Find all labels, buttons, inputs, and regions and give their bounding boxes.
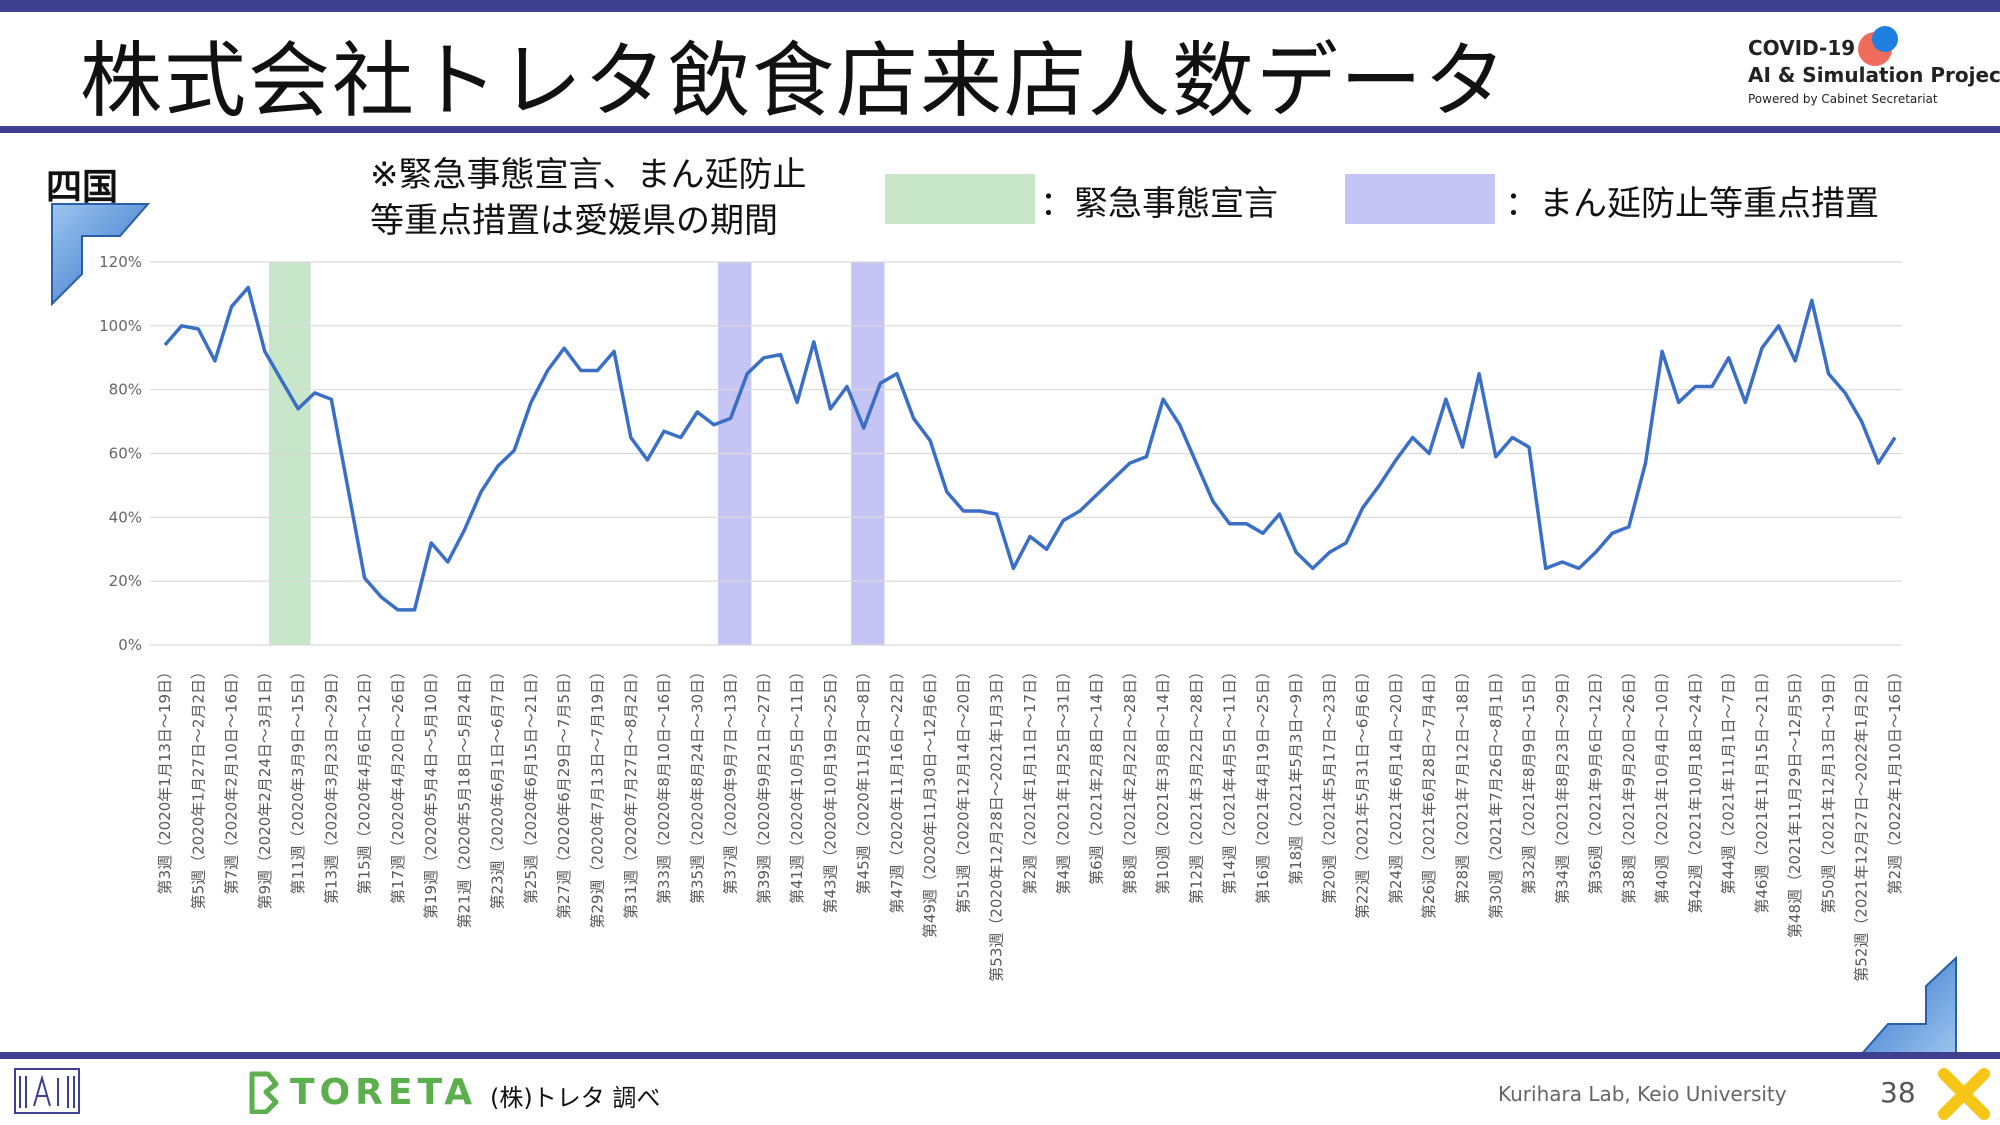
legend-semi-emergency-swatch [1345,174,1495,224]
x-tick-label: 第29週（2020年7月13日～7月19日） [589,664,607,929]
covid-project-logo: COVID-19 AI & Simulation Project Powered… [1740,26,2000,118]
y-tick-label: 0% [118,636,142,654]
toreta-logo-icon [249,1071,279,1114]
x-tick-label: 第10週（2021年3月8日～14日） [1154,664,1172,894]
period-note: ※緊急事態宣言、まん延防止 等重点措置は愛媛県の期間 [370,152,807,244]
logo-line-3: Powered by Cabinet Secretariat [1748,92,1938,106]
lab-ai-logo [14,1068,80,1114]
x-tick-label: 第37週（2020年9月7日～13日） [722,664,740,894]
x-tick-label: 第32週（2021年8月9日～15日） [1520,664,1538,894]
x-tick-label: 第16週（2021年4月19日～25日） [1254,664,1272,904]
logo-line-2: AI & Simulation Project [1748,63,2000,87]
toreta-brand: TORETA [290,1072,478,1113]
x-tick-label: 第24週（2021年6月14日～20日） [1387,664,1405,904]
x-tick-label: 第20週（2021年5月17日～23日） [1320,664,1338,904]
x-tick-label: 第3週（2020年1月13日～19日） [156,664,174,894]
y-tick-label: 100% [99,317,142,335]
x-tick-label: 第31週（2020年7月27日～8月2日） [622,664,640,919]
x-tick-label: 第36週（2021年9月6日～12日） [1587,664,1605,894]
logo-line-1: COVID-19 [1748,36,1856,60]
x-tick-label: 第2週（2022年1月10日～16日） [1886,664,1904,894]
x-tick-label: 第49週（2020年11月30日～12月6日） [921,664,939,938]
x-tick-label: 第48週（2021年11月29日～12月5日） [1786,664,1804,938]
lab-credit: Kurihara Lab, Keio University [1498,1082,1787,1106]
y-tick-label: 40% [109,508,142,526]
legend-semi-emergency-label: ：まん延防止等重点措置 [1505,184,1879,224]
x-tick-label: 第42週（2021年10月18日～24日） [1686,664,1704,914]
x-tick-label: 第38週（2021年9月20日～26日） [1620,664,1638,904]
x-tick-label: 第4週（2021年1月25日～31日） [1054,664,1072,894]
x-tick-label: 第11週（2020年3月9日～15日） [289,664,307,894]
x-tick-label: 第30週（2021年7月26日～8月1日） [1487,664,1505,919]
x-tick-label: 第35週（2020年8月24日～30日） [688,664,706,904]
y-tick-label: 20% [109,572,142,590]
x-tick-label: 第33週（2020年8月10日～16日） [655,664,673,904]
x-tick-label: 第19週（2020年5月4日～5月10日） [422,664,440,919]
x-tick-label: 第14週（2021年4月5日～11日） [1221,664,1239,894]
x-tick-label: 第21週（2020年5月18日～5月24日） [455,664,473,929]
series-line [163,285,1897,612]
x-tick-label: 第18週（2021年5月3日～9日） [1287,664,1305,885]
x-tick-label: 第7週（2020年2月10日～16日） [223,664,241,894]
x-tick-label: 第28週（2021年7月12日～18日） [1454,664,1472,904]
title-divider [0,126,2000,133]
x-tick-label: 第34週（2021年8月23日～29日） [1553,664,1571,904]
x-tick-label: 第2週（2021年1月11日～17日） [1021,664,1039,894]
corner-bracket-top-left [51,203,151,307]
region-label: 四国 [46,167,119,208]
x-tick-label: 第8週（2021年2月22日～28日） [1121,664,1139,894]
x-tick-label: 第13週（2020年3月23日～29日） [322,664,340,904]
logo-blue-dot [1872,26,1898,52]
x-tick-label: 第47週（2020年11月16日～22日） [888,664,906,914]
x-tick-label: 第51週（2020年12月14日～20日） [954,664,972,914]
x-tick-label: 第53週（2020年12月28日～2021年1月3日） [988,664,1006,982]
x-tick-label: 第40週（2021年10月4日～10日） [1653,664,1671,904]
x-tick-label: 第15週（2020年4月6日～12日） [356,664,374,894]
x-tick-label: 第45週（2020年11月2日～8日） [855,664,873,894]
footer-divider [0,1052,2000,1059]
y-tick-label: 80% [109,381,142,399]
x-tick-label: 第6週（2021年2月8日～14日） [1088,664,1106,885]
x-tick-label: 第17週（2020年4月20日～26日） [389,664,407,904]
x-tick-label: 第22週（2021年5月31日～6月6日） [1354,664,1372,919]
x-tick-label: 第52週（2021年12月27日～2022年1月2日） [1853,664,1871,982]
page-number: 38 [1880,1076,1916,1109]
x-tick-label: 第9週（2020年2月24日～3月1日） [256,664,274,909]
x-tick-label: 第39週（2020年9月21日～27日） [755,664,773,904]
x-mark-logo [1938,1068,1990,1120]
y-tick-label: 120% [99,253,142,271]
top-accent-bar [0,0,2000,12]
page-title: 株式会社トレタ飲食店来店人数データ [80,34,1509,129]
period-note-line-2: 等重点措置は愛媛県の期間 [370,201,778,241]
period-note-line-1: ※緊急事態宣言、まん延防止 [370,155,807,195]
legend-emergency-label: ：緊急事態宣言 [1040,184,1278,224]
x-tick-label: 第27週（2020年6月29日～7月5日） [555,664,573,919]
legend-emergency-swatch [885,174,1035,224]
x-tick-label: 第5週（2020年1月27日～2月2日） [189,664,207,909]
x-tick-label: 第25週（2020年6月15日～21日） [522,664,540,904]
grid-lines [150,261,1902,646]
x-tick-label: 第50週（2021年12月13日～19日） [1819,664,1837,914]
y-tick-label: 60% [109,445,142,463]
x-axis-ticks: 第3週（2020年1月13日～19日） 第5週（2020年1月27日～2月2日） 第… [156,664,1904,982]
data-source: (株)トレタ 調べ [490,1084,661,1112]
x-tick-label: 第23週（2020年6月1日～6月7日） [489,664,507,909]
visits-line-chart: 0% 20% 40% 60% 80% 100% 120% 第3週（2020年1月13日～19… [99,253,1904,982]
x-tick-label: 第12週（2021年3月22日～28日） [1187,664,1205,904]
x-tick-label: 第44週（2021年11月1日～7日） [1720,664,1738,894]
x-tick-label: 第26週（2021年6月28日～7月4日） [1420,664,1438,919]
corner-bracket-bottom-right [1857,956,1957,1057]
y-axis-ticks: 0% 20% 40% 60% 80% 100% 120% [99,253,142,654]
x-tick-label: 第43週（2020年10月19日～25日） [821,664,839,914]
x-tick-label: 第41週（2020年10月5日～11日） [788,664,806,904]
x-tick-label: 第46週（2021年11月15日～21日） [1753,664,1771,914]
